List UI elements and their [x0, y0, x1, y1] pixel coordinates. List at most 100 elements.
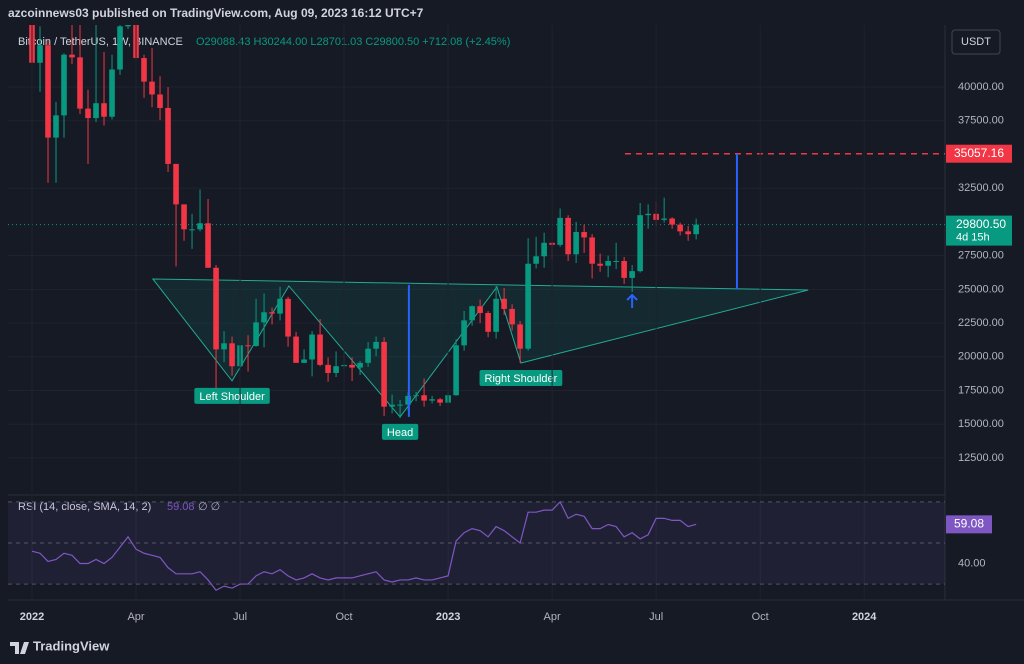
candle-body — [421, 395, 427, 401]
x-tick-label: 2023 — [436, 611, 460, 623]
candle-body — [141, 58, 147, 82]
candle-body — [213, 267, 219, 350]
candle-body — [493, 298, 499, 332]
y-tick-label: 15000.00 — [958, 418, 1004, 430]
candle-body — [557, 217, 563, 245]
candle-body — [269, 312, 275, 314]
candle-body — [93, 103, 99, 119]
rsi-title: RSI (14, close, SMA, 14, 2) — [18, 501, 151, 513]
rsi-line — [31, 500, 697, 591]
last-price-label: 29800.50 — [956, 217, 1006, 231]
y-tick-label: 32500.00 — [958, 182, 1004, 194]
candle-body — [61, 54, 67, 116]
rsi-value: 59.08 — [954, 517, 984, 531]
y-tick-label: 22500.00 — [958, 317, 1004, 329]
candle-body — [581, 232, 587, 238]
candle-body — [325, 364, 331, 373]
candle-body — [565, 217, 571, 255]
y-tick-label: 37500.00 — [958, 115, 1004, 127]
candle-body — [85, 108, 91, 119]
currency[interactable]: USDT — [961, 36, 991, 48]
candle-body — [677, 224, 683, 232]
candle-body — [77, 57, 83, 109]
candle-body — [613, 261, 619, 263]
rsi-value-box — [946, 515, 992, 534]
arrow — [626, 293, 638, 309]
last-price-box — [946, 215, 1012, 246]
pattern-label: Right Shoulder — [485, 373, 558, 385]
candle-body — [637, 215, 643, 272]
candle-body — [525, 263, 531, 349]
candle-body — [437, 399, 443, 403]
x-tick-label: 2024 — [852, 611, 877, 623]
candle-body — [509, 308, 515, 325]
candle-body — [189, 229, 195, 231]
symbol: Bitcoin / TetherUS, 1W, BINANCE — [18, 36, 183, 48]
candle-body — [349, 364, 355, 368]
candle-body — [301, 359, 307, 363]
candle-body — [485, 312, 491, 332]
y-tick-label: 25000.00 — [958, 283, 1004, 295]
candle-body — [37, 45, 43, 63]
candle-body — [469, 306, 475, 321]
candle-body — [149, 81, 155, 95]
y-tick-label: 40000.00 — [958, 81, 1004, 93]
candle-body — [253, 322, 259, 346]
y-tick-label: 20000.00 — [958, 351, 1004, 363]
candle-body — [181, 204, 187, 230]
candle-body — [477, 306, 483, 313]
candle-body — [221, 343, 227, 350]
candle-body — [573, 232, 579, 255]
x-tick-label: Jul — [233, 611, 247, 623]
candle-body — [277, 298, 283, 314]
candle-body — [621, 261, 627, 278]
candle-body — [317, 334, 323, 365]
candle-body — [605, 261, 611, 266]
candle-body — [205, 223, 211, 268]
candle-body — [45, 45, 51, 138]
candle-body — [645, 213, 651, 216]
main-pane — [8, 25, 945, 459]
candle-body — [589, 237, 595, 264]
candle-body — [109, 69, 115, 117]
brand: TradingView — [33, 638, 110, 653]
y-tick-label: 12500.00 — [958, 452, 1004, 464]
rsi-extra: ∅ ∅ — [198, 501, 220, 513]
x-tick-label: 2022 — [20, 611, 44, 623]
candle-body — [101, 103, 107, 117]
candle-body — [397, 404, 403, 406]
x-tick-label: Oct — [336, 611, 353, 623]
pattern-label-box — [381, 423, 419, 440]
candle-body — [309, 334, 315, 360]
pattern-label: Head — [387, 427, 413, 439]
candle-body — [429, 399, 435, 401]
candle-body — [173, 163, 179, 205]
candle-body — [461, 320, 467, 346]
overlay: Left Shoulder Head Right Shoulder — [194, 369, 563, 440]
candle-body — [365, 348, 371, 363]
candle-body — [533, 256, 539, 264]
candle-body — [669, 218, 675, 225]
rsi-band-fill — [8, 501, 945, 585]
pattern-label: Left Shoulder — [199, 391, 265, 403]
candle-body — [693, 224, 699, 235]
ohlc-legend: O29088.43 H30244.00 L28701.03 C29800.50 … — [196, 36, 510, 48]
candle-body — [517, 324, 523, 349]
logo — [10, 642, 29, 654]
candle-body — [333, 366, 339, 373]
currency-box[interactable] — [951, 29, 1001, 55]
pattern-label-box — [194, 387, 270, 404]
candle-body — [285, 298, 291, 337]
x-tick-label: Apr — [544, 611, 561, 623]
candle-body — [117, 26, 123, 70]
candle-body — [381, 341, 387, 407]
rsi-tick-label: 40.00 — [958, 557, 986, 569]
candle-body — [165, 107, 171, 164]
candle-body — [53, 115, 59, 138]
candle-body — [629, 271, 635, 278]
candle-body — [197, 223, 203, 230]
rsi-legend-value: 59.08 — [167, 501, 195, 513]
publisher: azcoinnews03 published on TradingView.co… — [8, 6, 424, 20]
